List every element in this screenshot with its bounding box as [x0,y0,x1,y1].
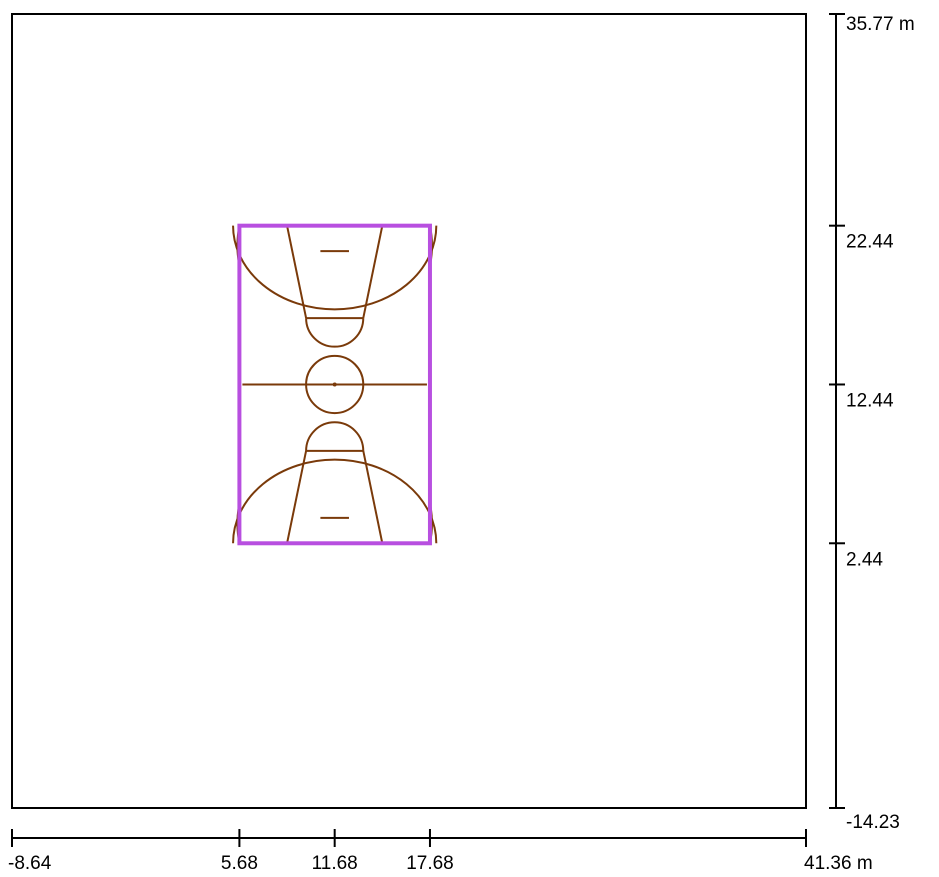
x-tick-label: 5.68 [221,853,258,874]
center-circle [305,354,365,415]
center-spot [332,382,337,387]
x-ruler: -8.64 5.68 11.68 17.68 41.36 m [8,829,873,874]
y-tick-label: 35.77 m [846,14,915,35]
y-tick-label: 12.44 [846,390,894,411]
key-line-top [286,225,308,319]
key-line-bottom [362,450,384,544]
plot-frame [11,13,807,809]
free-throw-circle-top [305,318,365,348]
x-tick-label: 17.68 [406,853,454,874]
y-ruler: 35.77 m 22.44 12.44 2.44 -14.23 [829,13,915,833]
free-throw-circle-bottom [305,421,365,451]
key-line-top [362,225,384,319]
y-tick-label: 2.44 [846,549,883,570]
three-point-arc-bottom [232,458,438,544]
y-tick-label: -14.23 [846,812,900,833]
basketball-court [232,223,438,546]
x-tick-label: 41.36 m [804,853,873,874]
x-tick-label: -8.64 [8,853,52,874]
x-tick-label: 11.68 [312,853,358,874]
y-tick-label: 22.44 [846,232,894,253]
key-line-bottom [286,450,308,544]
three-point-arc-top [232,225,438,311]
court-boundary [237,223,432,546]
